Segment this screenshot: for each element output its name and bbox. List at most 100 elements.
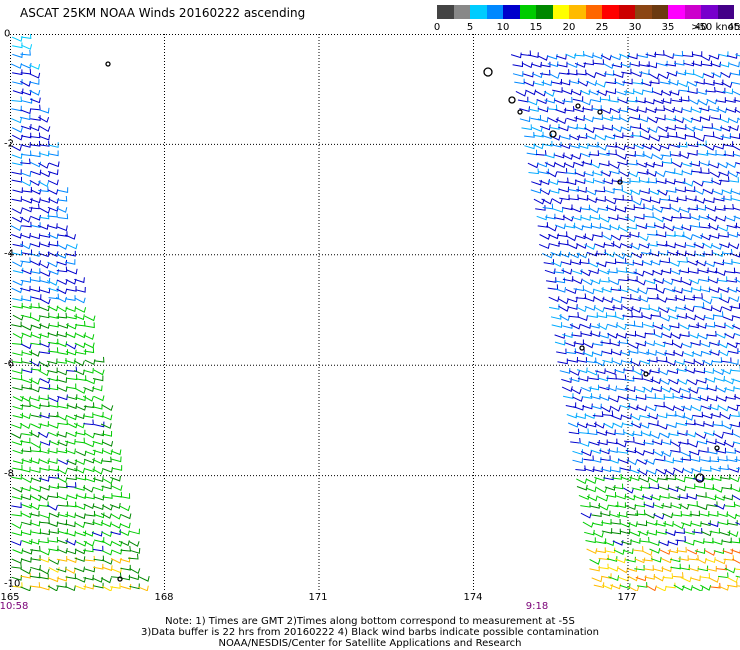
wind-barb	[550, 250, 562, 257]
wind-barb	[673, 523, 685, 530]
wind-barb	[686, 548, 698, 555]
wind-barb	[606, 385, 618, 392]
wind-barb	[29, 97, 41, 104]
wind-barb	[606, 556, 618, 562]
wind-barb	[48, 483, 59, 490]
wind-barb	[586, 548, 598, 555]
wind-barb	[734, 568, 740, 570]
wind-barb	[672, 50, 684, 57]
wind-barb	[660, 386, 672, 393]
wind-barb	[603, 540, 615, 547]
wind-barb	[549, 304, 560, 310]
wind-barb	[681, 510, 692, 517]
wind-barb	[604, 133, 616, 140]
wind-barb	[647, 477, 659, 483]
latitude-label: 0	[4, 28, 11, 40]
wind-barb	[30, 222, 41, 229]
wind-barb	[46, 223, 58, 230]
legend-tick-label: 10	[496, 22, 510, 33]
wind-barb	[672, 169, 683, 176]
wind-barb	[570, 89, 582, 96]
wind-barb	[693, 538, 705, 545]
wind-barb	[718, 297, 730, 304]
wind-barb	[586, 429, 598, 436]
wind-barb	[623, 88, 635, 95]
wind-barb	[610, 528, 622, 535]
wind-barb	[626, 459, 638, 466]
wind-barb	[703, 368, 714, 374]
wind-barb	[47, 492, 59, 499]
wind-barb	[30, 467, 41, 474]
wind-barb	[603, 422, 615, 429]
wind-barb	[56, 312, 68, 319]
wind-barb	[656, 412, 668, 419]
wind-barb	[553, 214, 565, 221]
wind-barb	[542, 203, 554, 210]
legend-swatch	[618, 5, 635, 19]
wind-barb	[676, 379, 688, 385]
wind-barb	[708, 53, 720, 60]
wind-barb	[725, 107, 737, 113]
wind-barb	[693, 302, 705, 308]
wind-barb	[556, 54, 567, 60]
wind-barb	[11, 439, 23, 446]
legend-swatch	[453, 5, 470, 19]
wind-barb	[57, 394, 68, 401]
wind-barb	[649, 433, 661, 440]
wind-barb	[735, 162, 740, 165]
wind-barb	[64, 585, 76, 591]
legend-tick-label: 5	[466, 22, 474, 33]
wind-barb	[12, 42, 23, 49]
wind-barb	[539, 189, 551, 196]
wind-barb	[592, 466, 603, 473]
wind-barb	[691, 351, 703, 357]
wind-barb	[654, 455, 666, 462]
wind-barb	[693, 189, 705, 195]
wind-barb	[12, 404, 24, 410]
wind-barb	[110, 449, 122, 456]
wind-barb	[662, 279, 674, 286]
wind-barb	[11, 159, 23, 166]
wind-barb	[702, 177, 713, 184]
wind-barb	[544, 97, 556, 104]
island-outline	[483, 67, 493, 77]
wind-barb	[39, 207, 51, 214]
wind-barb	[565, 53, 577, 59]
wind-barb	[733, 503, 740, 507]
wind-barb	[12, 280, 24, 286]
wind-barb	[599, 510, 611, 517]
wind-barb	[716, 276, 728, 283]
wind-barb	[74, 566, 85, 573]
wind-barb	[84, 359, 96, 366]
wind-barb	[603, 251, 615, 258]
wind-barb	[21, 44, 33, 50]
wind-barb	[703, 484, 715, 490]
wind-barb	[622, 548, 634, 555]
wind-barb	[595, 261, 607, 268]
wind-barb	[84, 315, 96, 322]
wind-barb	[20, 34, 32, 39]
wind-barb	[722, 494, 733, 501]
wind-barb	[714, 503, 726, 510]
wind-barb	[585, 134, 597, 140]
wind-barb	[580, 512, 592, 519]
wind-barb	[720, 133, 731, 140]
wind-barb	[711, 72, 723, 78]
wind-barb	[65, 448, 76, 455]
wind-barb	[74, 342, 86, 349]
wind-barb	[563, 162, 575, 169]
wind-barb	[637, 52, 648, 59]
wind-barb	[565, 168, 577, 175]
wind-barb	[652, 323, 664, 330]
wind-barb	[704, 197, 715, 204]
wind-barb	[48, 286, 59, 292]
wind-barb	[515, 90, 527, 97]
wind-barb	[562, 204, 573, 211]
wind-barb	[670, 563, 681, 570]
wind-barb	[562, 276, 574, 282]
wind-barb	[56, 306, 68, 313]
wind-barb	[558, 305, 570, 312]
wind-barb	[565, 235, 577, 242]
wind-barb	[611, 359, 623, 366]
wind-barb	[667, 313, 679, 320]
